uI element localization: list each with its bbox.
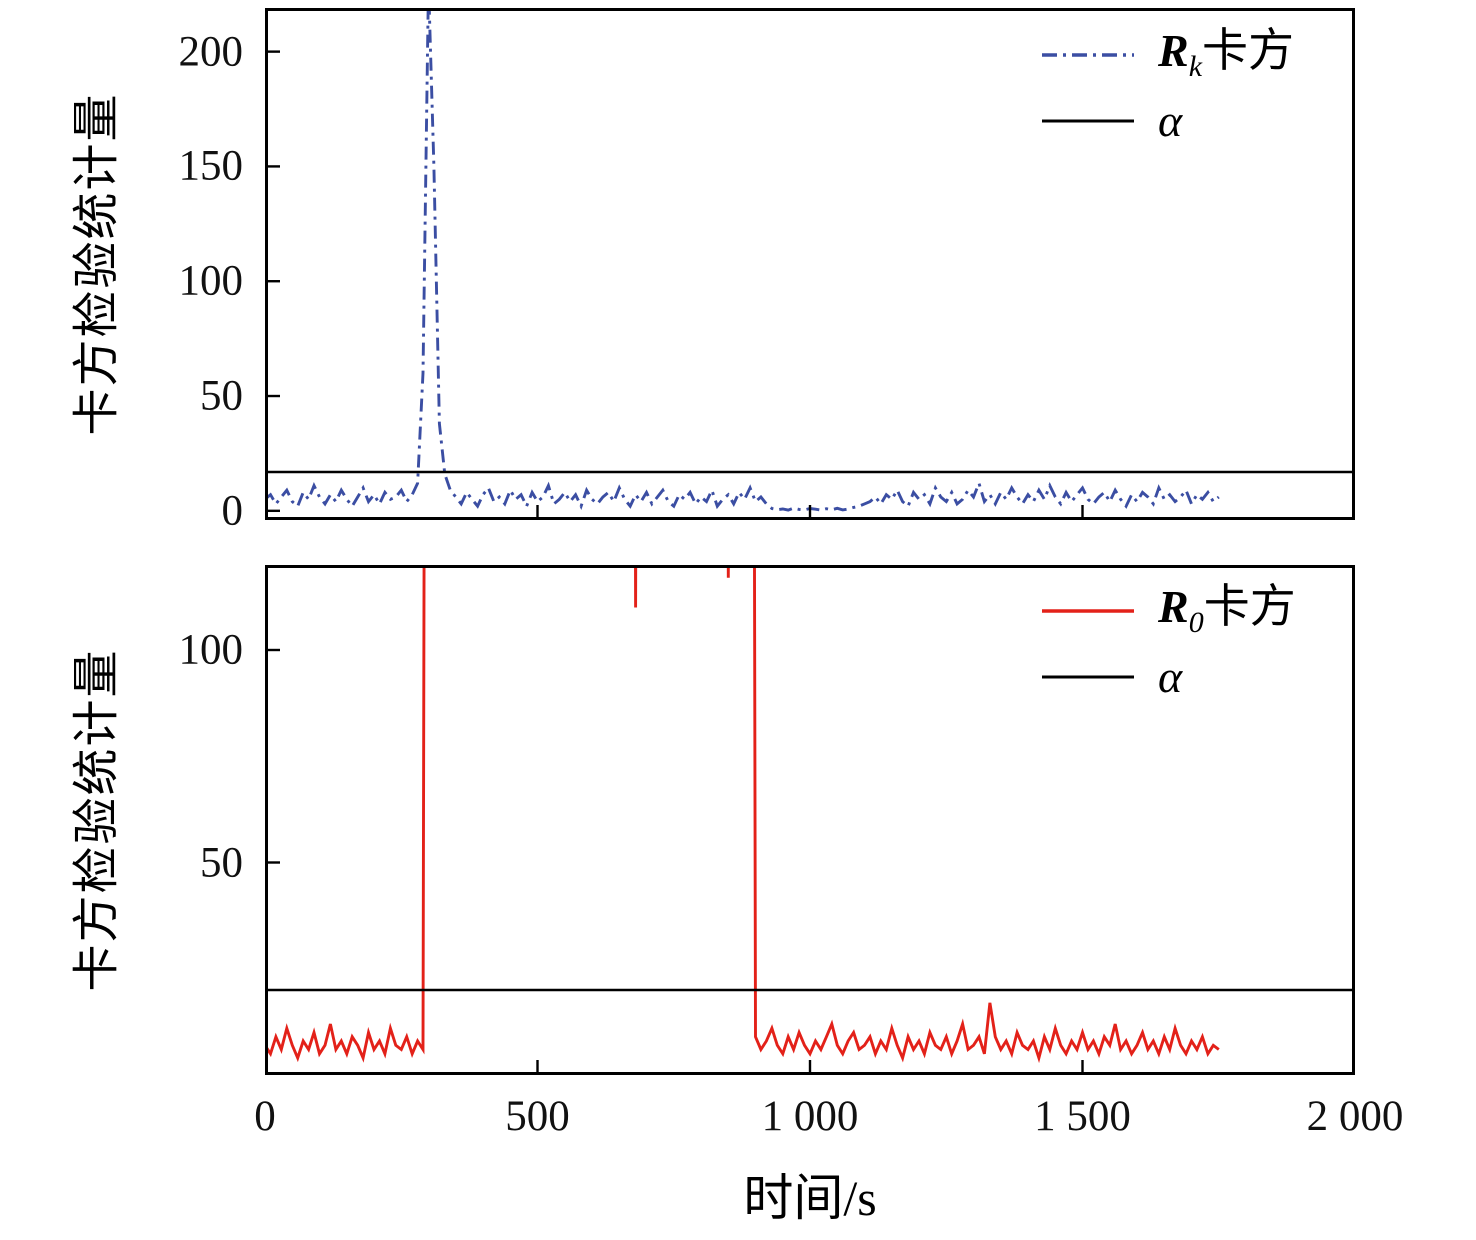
rk-chi-square-line bbox=[265, 8, 1220, 512]
legend-top: Rk卡方 α bbox=[1040, 22, 1294, 154]
x-tick-label: 1 500 bbox=[1034, 1093, 1131, 1140]
y-tick-label: 50 bbox=[200, 372, 243, 420]
plot-border bbox=[265, 565, 1355, 1075]
legend-label-r0: R0卡方 bbox=[1158, 580, 1296, 640]
rk-line-sample-icon bbox=[1042, 53, 1134, 57]
y-tick-label: 0 bbox=[221, 487, 244, 535]
legend-item-alpha-bottom: α bbox=[1040, 644, 1296, 710]
y-tick-label: 100 bbox=[178, 626, 244, 674]
plot-border bbox=[265, 8, 1355, 520]
top-chart-plot bbox=[265, 8, 1355, 520]
x-axis-label: 时间/s bbox=[743, 1170, 877, 1226]
x-tick-label: 0 bbox=[254, 1093, 276, 1140]
y-tick-label: 200 bbox=[178, 28, 244, 76]
legend-rk-suffix: 卡方 bbox=[1202, 24, 1295, 76]
r0-line-sample-icon bbox=[1042, 609, 1134, 613]
legend-r0-symbol: R bbox=[1158, 580, 1189, 632]
alpha-line-sample-icon bbox=[1042, 675, 1134, 679]
legend-label-alpha-bottom: α bbox=[1158, 651, 1183, 702]
legend-rk-subscript: k bbox=[1188, 50, 1203, 84]
y-axis-label-bottom: 卡方检验统计量 bbox=[71, 648, 124, 992]
legend-item-r0: R0卡方 bbox=[1040, 578, 1296, 644]
r0-chi-square-line bbox=[265, 565, 1220, 1064]
y-axis-label-top: 卡方检验统计量 bbox=[71, 92, 124, 436]
legend-label-alpha-top: α bbox=[1158, 95, 1183, 146]
y-tick-label: 50 bbox=[200, 839, 243, 886]
y-tick-label: 100 bbox=[178, 257, 244, 305]
x-tick-label: 1 000 bbox=[761, 1093, 859, 1140]
legend-item-alpha-top: α bbox=[1040, 88, 1294, 154]
legend-item-rk: Rk卡方 bbox=[1040, 22, 1294, 88]
bottom-chart-plot bbox=[265, 565, 1355, 1075]
legend-label-rk: Rk卡方 bbox=[1158, 24, 1295, 84]
legend-r0-subscript: 0 bbox=[1188, 606, 1204, 640]
y-tick-label: 150 bbox=[178, 142, 244, 190]
x-tick-label: 500 bbox=[505, 1093, 570, 1140]
legend-rk-symbol: R bbox=[1158, 24, 1189, 76]
alpha-line-sample-icon bbox=[1042, 119, 1134, 123]
legend-r0-suffix: 卡方 bbox=[1203, 580, 1296, 632]
legend-bottom: R0卡方 α bbox=[1040, 578, 1296, 710]
x-tick-label: 2 000 bbox=[1306, 1093, 1404, 1140]
